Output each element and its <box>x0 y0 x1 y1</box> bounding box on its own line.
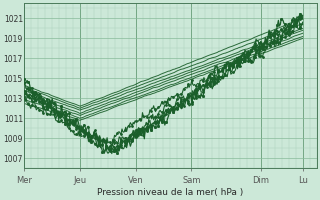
X-axis label: Pression niveau de la mer( hPa ): Pression niveau de la mer( hPa ) <box>97 188 244 197</box>
